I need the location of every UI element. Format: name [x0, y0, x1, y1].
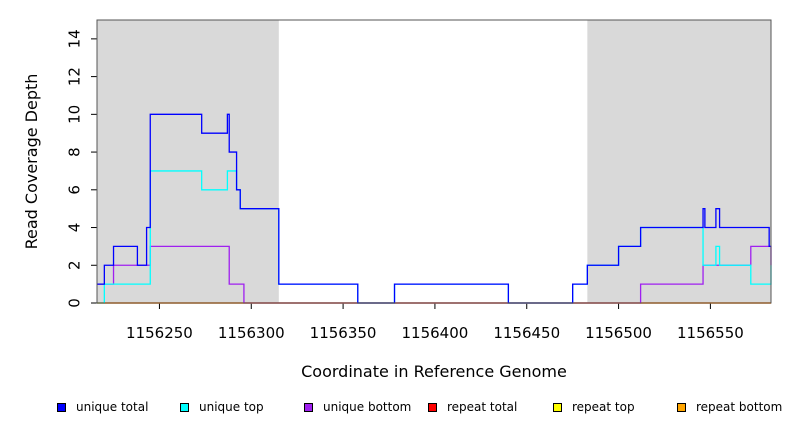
tick-labels: 1156250 1156300 1156350 1156400 1156450 11565… [66, 29, 744, 342]
y-tick-label: 14 [66, 29, 84, 48]
legend-label: repeat bottom [696, 400, 783, 414]
legend-swatch [677, 402, 686, 412]
axes [91, 38, 711, 309]
y-tick-label: 0 [66, 298, 84, 308]
x-tick-label: 1156500 [585, 324, 652, 342]
y-tick-label: 10 [66, 105, 84, 124]
legend-label: repeat top [572, 400, 635, 414]
y-tick-label: 4 [66, 223, 84, 233]
x-tick-label: 1156550 [677, 324, 744, 342]
legend-swatch [180, 402, 189, 412]
legend-item-unique-top: unique top [180, 400, 264, 414]
legend-item-unique-total: unique total [57, 400, 148, 414]
legend-item-repeat-total: repeat total [428, 400, 517, 414]
legend-item-repeat-top: repeat top [553, 400, 635, 414]
legend-swatch [304, 402, 313, 412]
y-tick-label: 2 [66, 260, 84, 270]
shaded-region-0 [97, 20, 279, 303]
legend-label: unique top [199, 400, 264, 414]
legend-item-unique-bottom: unique bottom [304, 400, 411, 414]
x-axis-title: Coordinate in Reference Genome [301, 362, 567, 381]
x-tick-label: 1156350 [310, 324, 377, 342]
plot-frame [96, 19, 772, 304]
x-tick-label: 1156450 [493, 324, 560, 342]
y-tick-label: 12 [66, 67, 84, 86]
x-tick-label: 1156250 [126, 324, 193, 342]
legend-label: repeat total [447, 400, 518, 414]
legend: unique total unique top unique bottom repea… [0, 400, 792, 420]
shaded-region-1 [587, 20, 771, 303]
series-unique-total [97, 113, 771, 304]
coverage-chart: 1156250 1156300 1156350 1156400 1156450 11565… [22, 19, 772, 381]
legend-label: unique total [76, 400, 149, 414]
y-tick-label: 6 [66, 185, 84, 195]
legend-swatch [428, 402, 437, 412]
x-tick-label: 1156400 [402, 324, 469, 342]
y-axis-title: Read Coverage Depth [22, 74, 41, 250]
y-tick-label: 8 [66, 147, 84, 157]
legend-label: unique bottom [323, 400, 412, 414]
shaded-regions [97, 20, 771, 303]
legend-swatch [57, 402, 66, 412]
legend-swatch [553, 402, 562, 412]
x-tick-label: 1156300 [218, 324, 285, 342]
legend-item-repeat-bottom: repeat bottom [677, 400, 782, 414]
